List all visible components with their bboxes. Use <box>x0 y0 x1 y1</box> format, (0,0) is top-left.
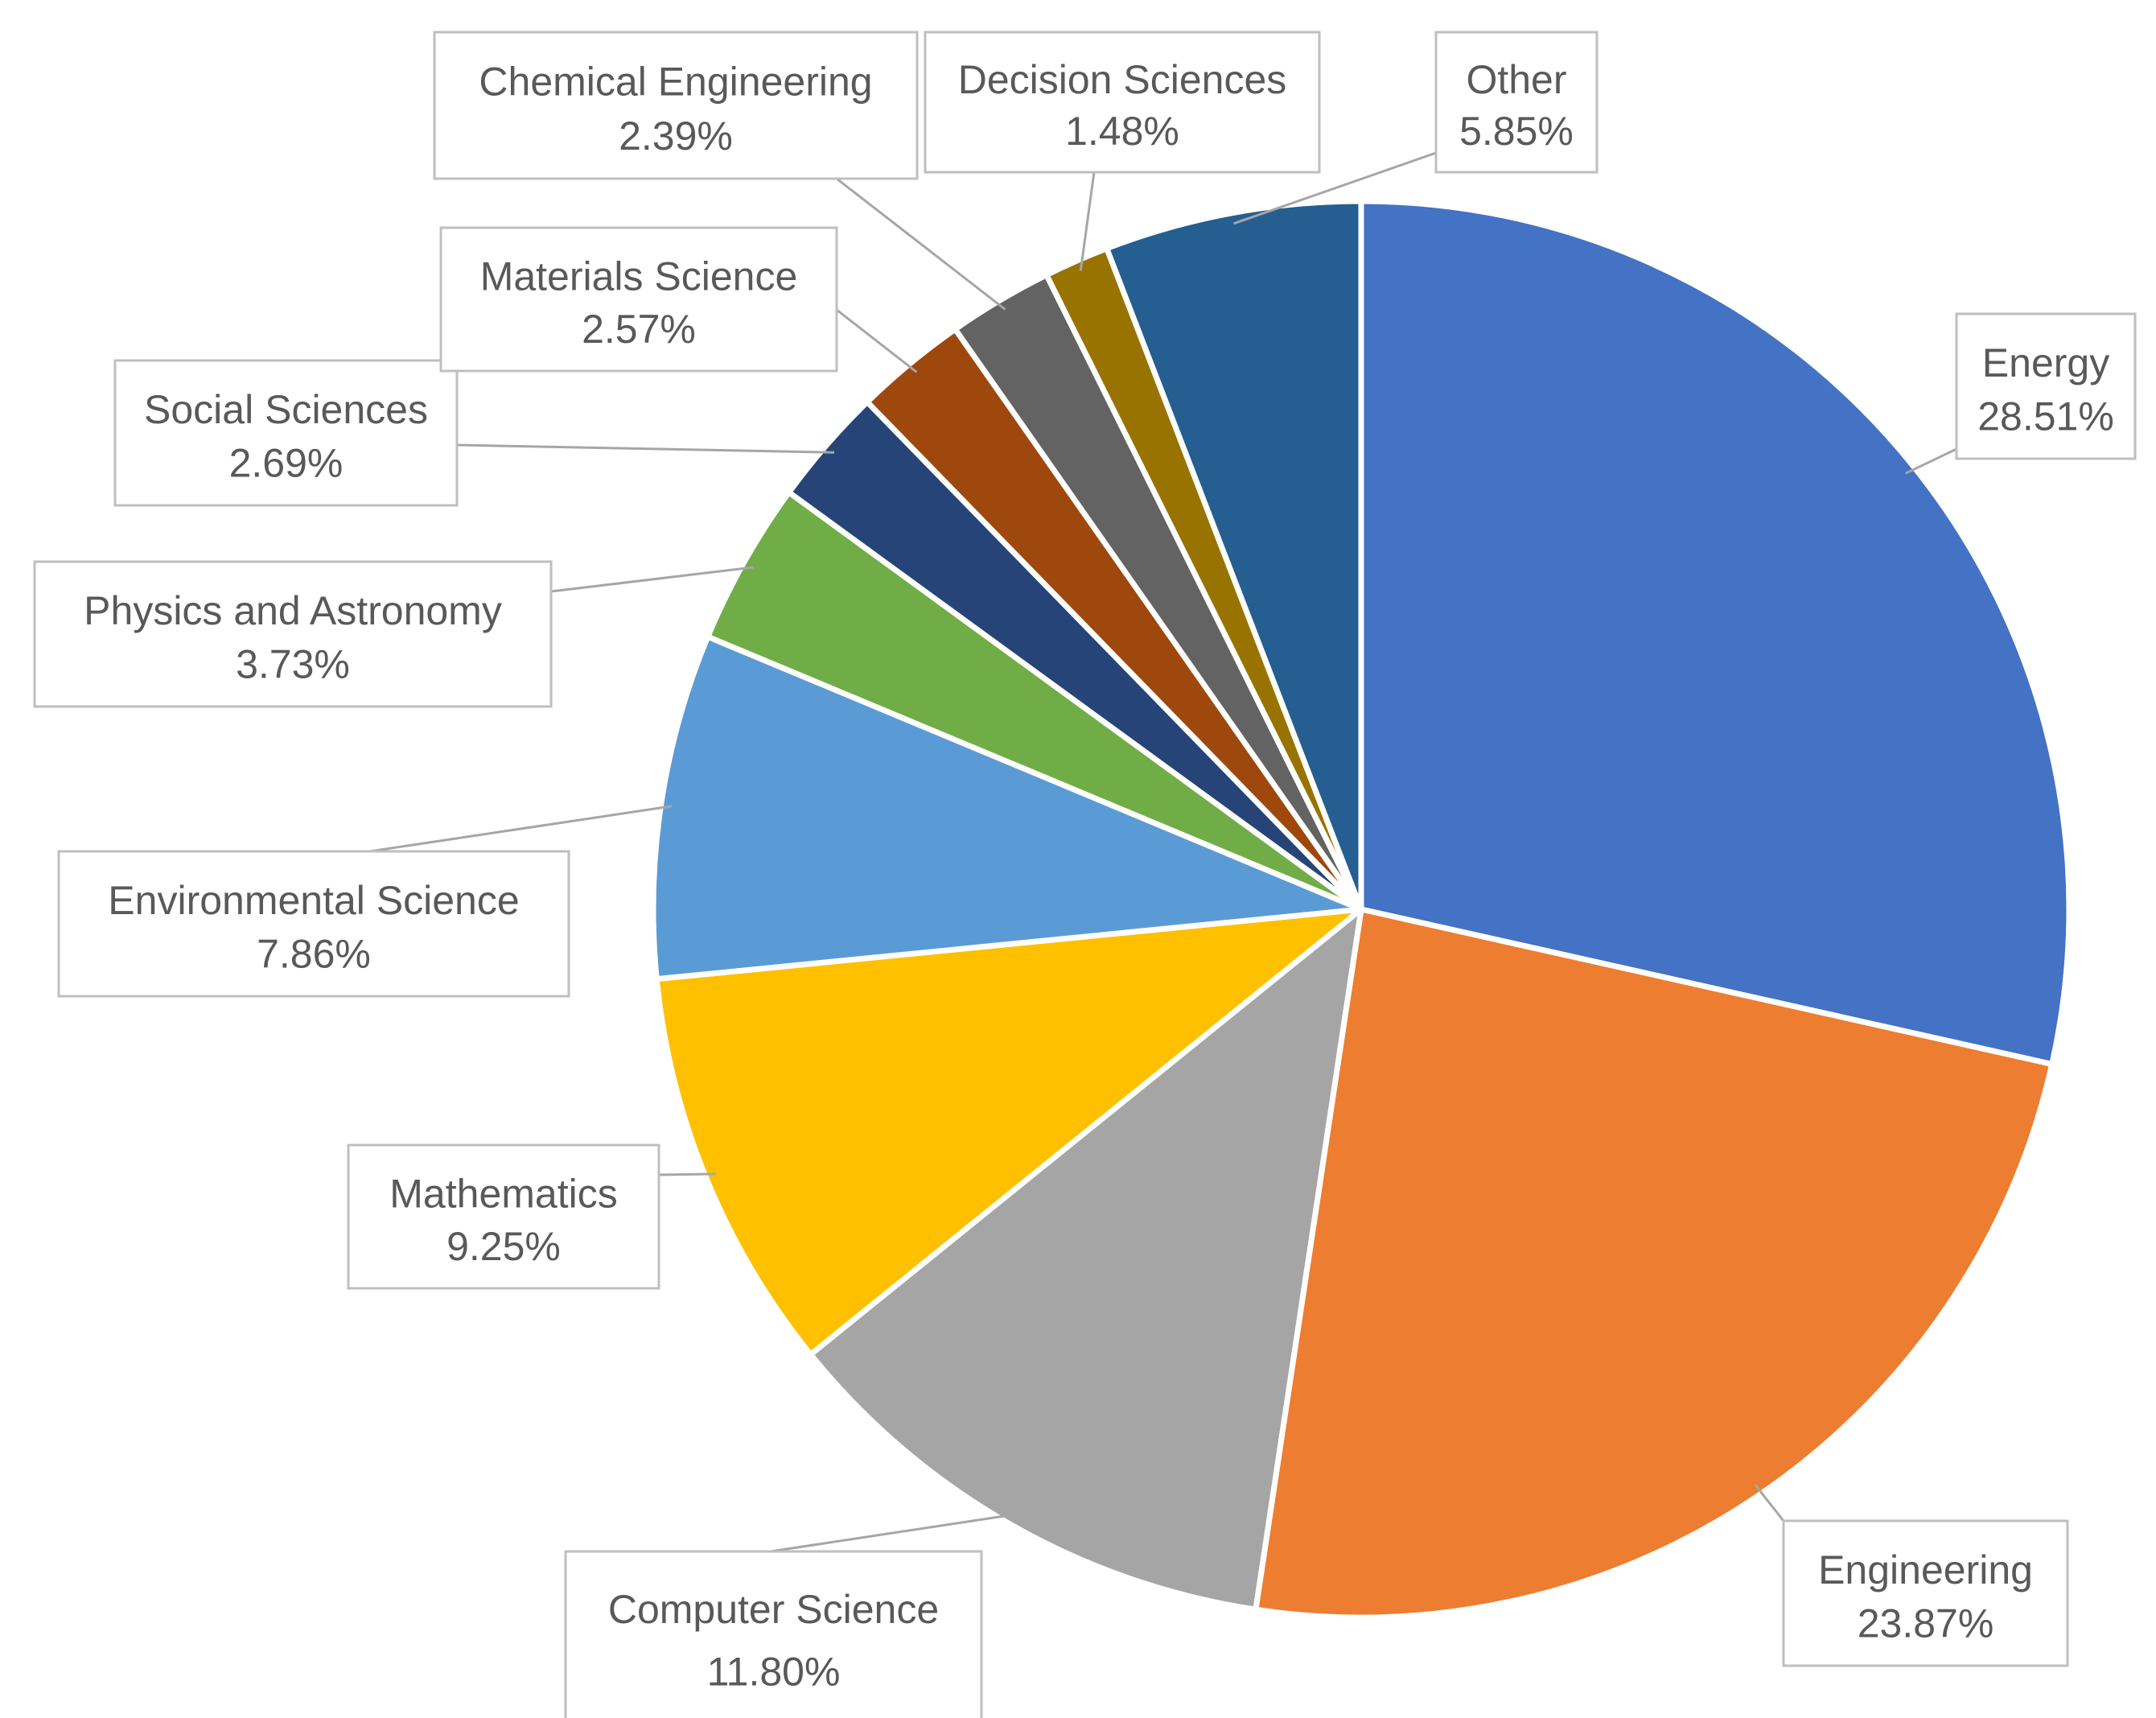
data-label-box <box>347 1143 660 1290</box>
leader-line-engineering <box>1754 1484 1785 1522</box>
leader-line-physics-and-astronomy <box>550 566 754 593</box>
pie-slice-computer-science <box>808 906 1364 1613</box>
slice-percent-label: 28.51% <box>1977 394 2114 439</box>
leader-line-environmental-science <box>369 805 672 853</box>
slice-percent-label: 23.87% <box>1858 1601 1994 1646</box>
slice-percent-label: 3.73% <box>236 642 350 687</box>
data-label-box <box>57 850 570 998</box>
pie-slice-other <box>1104 198 1364 913</box>
data-label-box <box>924 31 1321 174</box>
slice-category-label: Computer Science <box>608 1587 939 1632</box>
slice-category-label: Energy <box>1982 340 2109 385</box>
slice-percent-label: 9.25% <box>446 1224 561 1269</box>
data-label-other: Other 5.85% <box>1434 31 1598 174</box>
data-label-box <box>1955 312 2137 460</box>
pie-slice-physics-and-astronomy <box>705 489 1364 913</box>
data-label-chemical-engineering: Chemical Engineering 2.39% <box>433 31 919 180</box>
leader-line-mathematics <box>658 1172 717 1176</box>
slice-category-label: Environmental Science <box>108 878 519 923</box>
data-label-box <box>439 226 838 373</box>
slice-percent-label: 2.69% <box>229 441 344 486</box>
slice-percent-label: 2.39% <box>619 113 733 159</box>
leader-line-computer-science <box>770 1513 1015 1553</box>
data-label-box <box>33 560 553 708</box>
slice-percent-label: 11.80% <box>707 1650 841 1695</box>
data-label-box <box>433 31 919 180</box>
slice-category-label: Materials Science <box>480 253 798 299</box>
labels-layer: Energy 28.51% Engineering 23.87% Computer Sc… <box>33 31 2137 1718</box>
data-label-physics-and-astronomy: Physics and Astronomy 3.73% <box>33 560 553 708</box>
data-label-box <box>564 1550 983 1718</box>
data-label-social-sciences: Social Sciences 2.69% <box>113 359 459 507</box>
slices-layer <box>650 198 2072 1621</box>
leader-line-other <box>1233 151 1437 225</box>
slice-percent-label: 1.48% <box>1065 109 1179 154</box>
data-label-engineering: Engineering 23.87% <box>1782 1519 2069 1667</box>
leader-line-social-sciences <box>456 443 835 454</box>
pie-slice-environmental-science <box>650 633 1364 983</box>
pie-slice-energy <box>1358 198 2072 1068</box>
slice-category-label: Other <box>1466 57 1566 102</box>
slice-percent-label: 5.85% <box>1459 109 1574 154</box>
leader-line-energy <box>1904 447 1957 475</box>
slice-percent-label: 7.86% <box>257 932 371 977</box>
data-label-decision-sciences: Decision Sciences 1.48% <box>924 31 1321 174</box>
data-label-box <box>113 359 459 507</box>
data-label-box <box>1434 31 1598 174</box>
slice-category-label: Decision Sciences <box>958 57 1287 102</box>
slice-category-label: Engineering <box>1818 1547 2033 1592</box>
slice-category-label: Physics and Astronomy <box>84 588 502 633</box>
data-label-box <box>1782 1519 2069 1667</box>
leader-line-decision-sciences <box>1079 171 1096 271</box>
data-label-materials-science: Materials Science 2.57% <box>439 226 838 373</box>
slice-percent-label: 2.57% <box>582 307 696 352</box>
slice-category-label: Chemical Engineering <box>479 60 872 105</box>
leader-line-chemical-engineering <box>836 177 1006 311</box>
data-label-energy: Energy 28.51% <box>1955 312 2137 460</box>
data-label-environmental-science: Environmental Science 7.86% <box>57 850 570 998</box>
leaders-layer <box>369 151 1957 1553</box>
pie-slice-mathematics <box>653 906 1364 1358</box>
slice-category-label: Social Sciences <box>144 387 428 432</box>
data-label-computer-science: Computer Science 11.80% <box>564 1550 983 1718</box>
data-label-mathematics: Mathematics 9.25% <box>347 1143 660 1290</box>
leader-line-materials-science <box>836 308 918 373</box>
slice-category-label: Mathematics <box>389 1171 617 1216</box>
